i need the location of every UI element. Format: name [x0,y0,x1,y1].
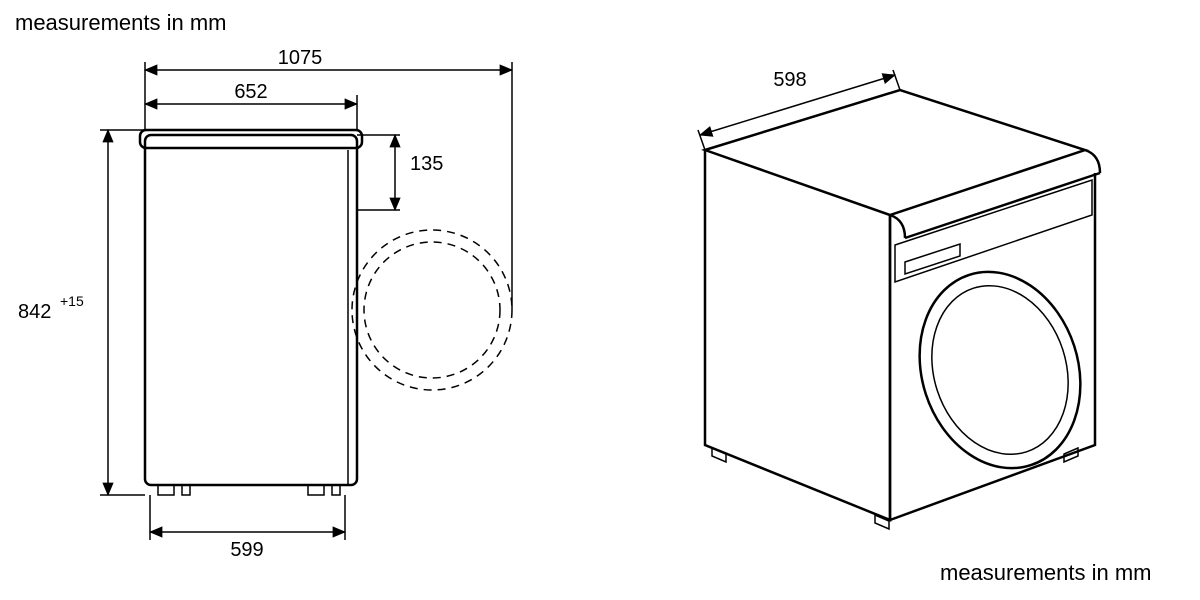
dim-handle-drop: 135 [410,153,443,175]
dim-height-base: 842 [18,301,51,323]
dim-depth-base: 599 [230,539,263,561]
title-left: measurements in mm [15,10,227,35]
dim-top-depth: 652 [234,81,267,103]
dim-height-sup: +15 [60,293,84,309]
iso-view: 598 [698,69,1105,529]
technical-drawing: measurements in mm measurements in mm 10… [0,0,1200,600]
title-right: measurements in mm [940,560,1152,585]
dim-overall-width: 1075 [278,47,323,69]
side-view: 1075 652 135 842 +15 599 [18,47,512,561]
dim-iso-width: 598 [773,69,806,91]
